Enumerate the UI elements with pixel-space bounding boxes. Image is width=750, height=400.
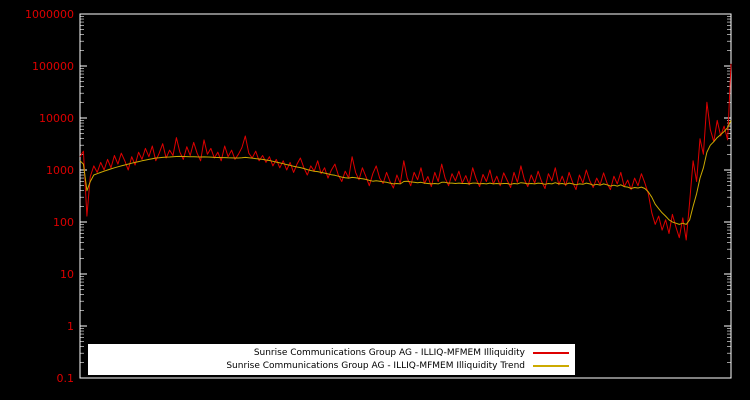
legend-label-illiquidity: Sunrise Communications Group AG - ILLIQ-… xyxy=(253,347,525,358)
series-line-1 xyxy=(79,120,732,225)
y-tick-label: 0.1 xyxy=(57,372,75,385)
legend-label-trend: Sunrise Communications Group AG - ILLIQ-… xyxy=(226,360,525,371)
legend-line-sample-illiquidity-icon xyxy=(533,351,569,354)
y-tick-label: 10 xyxy=(60,268,74,281)
y-tick-label: 10000 xyxy=(39,112,74,125)
legend-item-illiquidity: Sunrise Communications Group AG - ILLIQ-… xyxy=(88,346,575,359)
y-tick-label: 1000 xyxy=(46,164,74,177)
legend-item-trend: Sunrise Communications Group AG - ILLIQ-… xyxy=(88,359,575,372)
y-tick-label: 100000 xyxy=(32,60,74,73)
series-line-0 xyxy=(79,63,732,241)
plot-border xyxy=(79,13,732,379)
legend-line-sample-trend-icon xyxy=(533,364,569,367)
legend: Sunrise Communications Group AG - ILLIQ-… xyxy=(88,344,575,375)
y-tick-label: 1 xyxy=(67,320,74,333)
y-tick-label: 1000000 xyxy=(25,8,74,21)
y-tick-label: 100 xyxy=(53,216,74,229)
